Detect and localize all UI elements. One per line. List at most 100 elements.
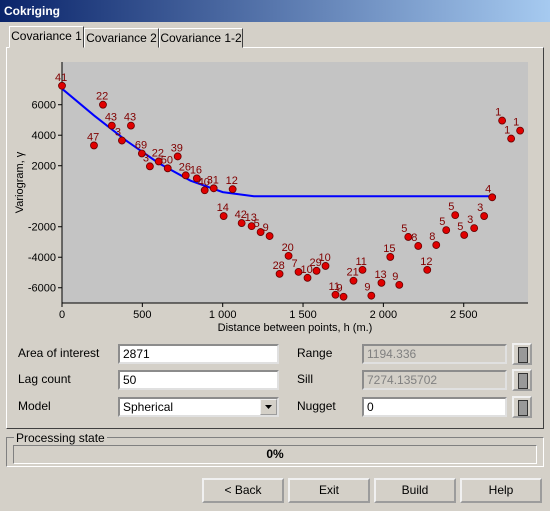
- point-label: 11: [355, 256, 366, 268]
- build-button[interactable]: Build: [374, 478, 456, 503]
- progress-bar: 0%: [13, 445, 537, 464]
- tab[interactable]: Covariance 1: [9, 26, 84, 48]
- point-label: 42: [235, 209, 247, 221]
- point-label: 3: [143, 152, 149, 164]
- help-button[interactable]: Help: [460, 478, 542, 503]
- point-label: 9: [364, 282, 370, 294]
- point-label: 3: [115, 127, 121, 139]
- data-point: [488, 193, 497, 202]
- calc-button[interactable]: [512, 343, 532, 365]
- x-tick-label: 2 000: [370, 309, 398, 321]
- data-point: [275, 269, 284, 278]
- data-point: [137, 149, 146, 158]
- model-line: [61, 87, 496, 198]
- data-point: [321, 262, 330, 270]
- point-label: 9: [392, 271, 398, 283]
- point-label: 13: [245, 212, 257, 224]
- dropdown[interactable]: Spherical: [118, 397, 279, 417]
- point-label: 40: [198, 176, 210, 188]
- back-button[interactable]: < Back: [202, 478, 284, 503]
- data-point: [200, 186, 209, 195]
- point-label: 22: [96, 91, 108, 103]
- data-point: [237, 219, 246, 227]
- data-point: [163, 164, 172, 173]
- tab[interactable]: Covariance 1-2: [159, 28, 243, 48]
- data-point: [127, 121, 135, 130]
- data-point: [247, 222, 256, 231]
- text-input[interactable]: 0: [362, 397, 507, 417]
- point-label: 16: [190, 164, 202, 176]
- point-label: 4: [485, 183, 491, 195]
- point-label: 12: [226, 175, 238, 187]
- data-point: [480, 212, 489, 220]
- point-label: 3: [477, 202, 483, 214]
- point-label: 15: [383, 243, 395, 255]
- data-point: [414, 242, 423, 250]
- point-label: 22: [152, 147, 164, 159]
- data-point: [423, 266, 432, 274]
- text-input: 1194.336: [362, 344, 507, 364]
- data-point: [118, 136, 126, 145]
- exit-button[interactable]: Exit: [288, 478, 370, 503]
- data-point: [90, 141, 98, 150]
- tab[interactable]: Covariance 2: [84, 28, 159, 48]
- point-label: 1: [513, 117, 519, 129]
- data-point: [58, 81, 66, 90]
- chart: 0 500 1 000 1 500 2 000 2 500 -6000 -4000 -2000 2…: [14, 62, 528, 334]
- text-input[interactable]: 2871: [118, 344, 279, 364]
- point-label: 9: [337, 283, 343, 295]
- point-label: 41: [55, 72, 67, 84]
- point-label: 1: [495, 107, 501, 119]
- point-label: 43: [105, 112, 117, 124]
- data-point: [460, 231, 469, 239]
- data-point: [265, 232, 274, 240]
- data-point: [377, 278, 386, 287]
- data-point: [507, 134, 516, 143]
- field-label: Lag count: [18, 372, 71, 386]
- title-bar: Cokriging: [0, 0, 550, 22]
- dropdown-arrow[interactable]: [260, 399, 277, 415]
- data-point: [358, 266, 367, 274]
- point-label: 8: [429, 231, 435, 243]
- point-label: 5: [254, 218, 260, 230]
- y-tick-label: 6000: [32, 100, 56, 112]
- point-label: 3: [467, 214, 473, 226]
- data-point: [404, 233, 413, 241]
- field-label: Nugget: [297, 399, 336, 413]
- point-label: 13: [374, 269, 386, 281]
- data-point: [349, 276, 358, 285]
- calc-button[interactable]: [512, 396, 532, 418]
- point-label: 31: [207, 174, 219, 186]
- y-tick-label: 4000: [32, 130, 56, 142]
- data-point: [284, 251, 293, 260]
- point-label: 28: [273, 260, 285, 272]
- y-tick-label: -6000: [28, 283, 56, 295]
- data-point: [451, 211, 460, 220]
- point-label: 5: [448, 201, 454, 213]
- point-label: 12: [420, 256, 432, 268]
- text-input[interactable]: 50: [118, 370, 279, 390]
- point-label: 21: [346, 267, 358, 279]
- data-point: [312, 266, 321, 275]
- point-label: 5: [439, 216, 445, 228]
- data-point: [498, 116, 507, 125]
- group-box: [6, 437, 544, 467]
- point-label: 20: [282, 242, 294, 254]
- y-axis-label: Variogram, γ: [14, 151, 26, 213]
- data-point: [432, 241, 441, 249]
- point-label: 5: [401, 223, 407, 235]
- data-point: [256, 228, 265, 236]
- y-tick-label: -4000: [28, 252, 56, 264]
- data-point: [99, 100, 107, 109]
- data-point: [442, 226, 451, 234]
- point-label: 29: [310, 257, 322, 269]
- data-point: [192, 174, 201, 183]
- data-point: [181, 171, 190, 180]
- text-input: 7274.135702: [362, 370, 507, 390]
- point-label: 10: [319, 252, 331, 264]
- data-point: [154, 157, 163, 166]
- x-tick-label: 1 000: [209, 309, 237, 321]
- calc-button[interactable]: [512, 369, 532, 391]
- point-label: 1: [504, 125, 510, 137]
- point-label: 8: [411, 232, 417, 244]
